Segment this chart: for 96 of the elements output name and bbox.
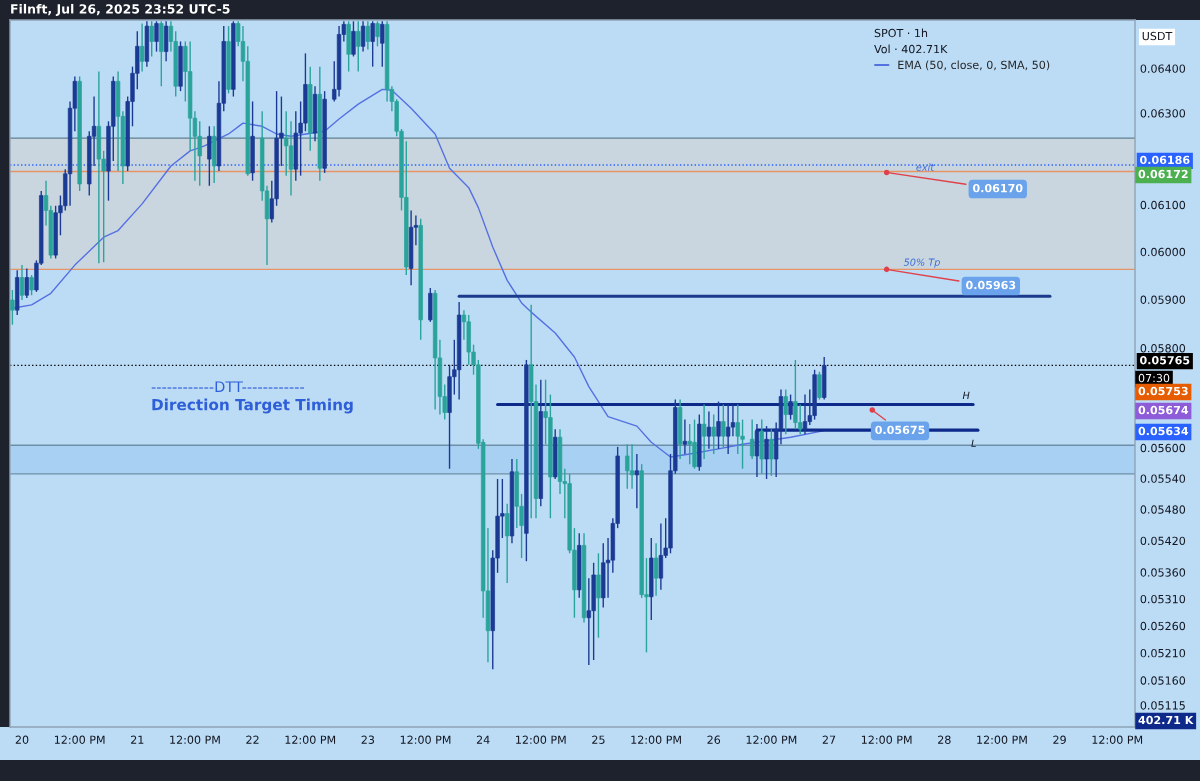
- annotation: H: [962, 391, 970, 399]
- candlestick: [634, 453, 640, 510]
- y-tick-label: 0.05210: [1140, 648, 1186, 658]
- text: 0.06172: [1138, 169, 1188, 179]
- candlestick: [207, 125, 212, 187]
- x-tick-label: 12:00 PM: [285, 735, 336, 744]
- candlestick: [24, 267, 29, 299]
- x-tick-label: 22: [246, 735, 259, 744]
- x-tick-label: 12:00 PM: [516, 735, 566, 744]
- x-tick-label: 23: [361, 735, 375, 744]
- candlestick: [682, 418, 688, 455]
- candlestick: [586, 577, 592, 666]
- candlestick: [701, 403, 707, 460]
- candlestick: [721, 403, 726, 449]
- text: 402.71 K: [1138, 715, 1194, 725]
- text: USDT: [1142, 31, 1173, 41]
- candlestick: [154, 20, 159, 53]
- candlestick: [716, 400, 721, 450]
- text: SPOT · 1h: [874, 28, 928, 38]
- x-tick-label: 12:00 PM: [631, 735, 681, 744]
- candlestick: [749, 418, 755, 460]
- candlestick: [375, 20, 380, 48]
- candlestick: [769, 428, 774, 477]
- x-tick-label: 27: [822, 735, 836, 744]
- candlestick: [10, 289, 15, 326]
- x-tick-label: 12:00 PM: [746, 735, 797, 744]
- y-tick-label: 0.05800: [1140, 344, 1186, 353]
- candlestick: [139, 22, 145, 73]
- annotation: Direction Target Timing: [152, 398, 353, 414]
- candlestick: [19, 264, 25, 301]
- candlestick: [370, 20, 375, 68]
- x-tick-label: 12:00 PM: [170, 735, 220, 744]
- candlestick: [653, 542, 659, 597]
- y-tick-label: 0.05540: [1140, 474, 1186, 483]
- candlestick: [380, 20, 385, 68]
- annotation: 0.06170: [972, 183, 1023, 193]
- candlestick: [505, 503, 510, 584]
- candlestick: [625, 443, 630, 490]
- y-tick-label: 0.05160: [1140, 676, 1186, 685]
- annotation: 0.05675: [875, 425, 925, 435]
- candlestick: [764, 425, 769, 480]
- annotation: exit: [916, 163, 935, 171]
- candlestick: [629, 443, 635, 490]
- y-tick-label: 0.05900: [1140, 295, 1186, 304]
- y-tick-label: 0.06300: [1140, 109, 1186, 118]
- y-tick-label: 0.05115: [1140, 701, 1185, 710]
- x-tick-label: 25: [592, 735, 605, 744]
- candlestick: [29, 274, 34, 296]
- candlestick: [658, 522, 664, 591]
- text: 0.05674: [1138, 405, 1189, 415]
- candlestick: [783, 388, 788, 435]
- candlestick: [365, 20, 371, 51]
- y-tick-label: 0.05310: [1140, 594, 1186, 604]
- x-tick-label: 20: [15, 735, 29, 744]
- candlestick: [149, 20, 154, 58]
- candlestick: [706, 410, 712, 450]
- y-tick-label: 0.05260: [1140, 621, 1186, 631]
- annotation: 50% Tp: [903, 258, 940, 268]
- y-tick-label: 0.06400: [1140, 64, 1186, 73]
- annotation: ------------DTT------------: [151, 381, 305, 393]
- x-tick-label: 24: [476, 735, 490, 744]
- ref-line-label: 0.06186: [1140, 155, 1190, 165]
- candlestick: [788, 393, 793, 421]
- x-tick-label: 12:00 PM: [1092, 735, 1143, 744]
- legend-label: EMA (50, close, 0, SMA, 50): [898, 60, 1050, 71]
- candlestick: [725, 403, 731, 455]
- x-tick-label: 21: [131, 735, 144, 744]
- candlestick: [360, 20, 366, 53]
- y-tick-label: 0.06100: [1140, 200, 1186, 210]
- y-tick-label: 0.05600: [1140, 443, 1186, 453]
- text: 0.05634: [1138, 426, 1189, 436]
- y-tick-label: 0.05480: [1140, 505, 1186, 514]
- x-tick-label: 28: [938, 735, 951, 744]
- candlestick: [596, 552, 601, 639]
- y-tick-label: 0.05360: [1140, 568, 1186, 577]
- y-tick-label: 0.06000: [1140, 247, 1186, 257]
- x-tick-label: 26: [707, 735, 721, 744]
- candlestick: [802, 393, 808, 435]
- x-tick-label: 12:00 PM: [54, 735, 105, 744]
- candlestick: [351, 20, 356, 58]
- chart-title: Filnft, Jul 26, 2025 23:52 UTC-5: [11, 3, 230, 16]
- candlestick: [356, 20, 361, 73]
- x-tick-label: 12:00 PM: [861, 735, 912, 744]
- candlestick: [711, 413, 716, 455]
- text: 0.05753: [1138, 386, 1188, 396]
- y-tick-label: 0.05420: [1140, 536, 1186, 546]
- x-tick-label: 29: [1053, 735, 1066, 744]
- ref-line-label: 0.05765: [1140, 355, 1190, 365]
- annotation: L: [971, 439, 976, 447]
- annotation: Vol · 402.71K: [874, 44, 948, 54]
- x-tick-label: 12:00 PM: [977, 735, 1027, 744]
- candlestick: [288, 120, 294, 197]
- candlestick: [817, 371, 822, 401]
- x-tick-label: 12:00 PM: [400, 735, 451, 744]
- text: 07:30: [1138, 373, 1170, 383]
- annotation: 0.05963: [966, 280, 1016, 290]
